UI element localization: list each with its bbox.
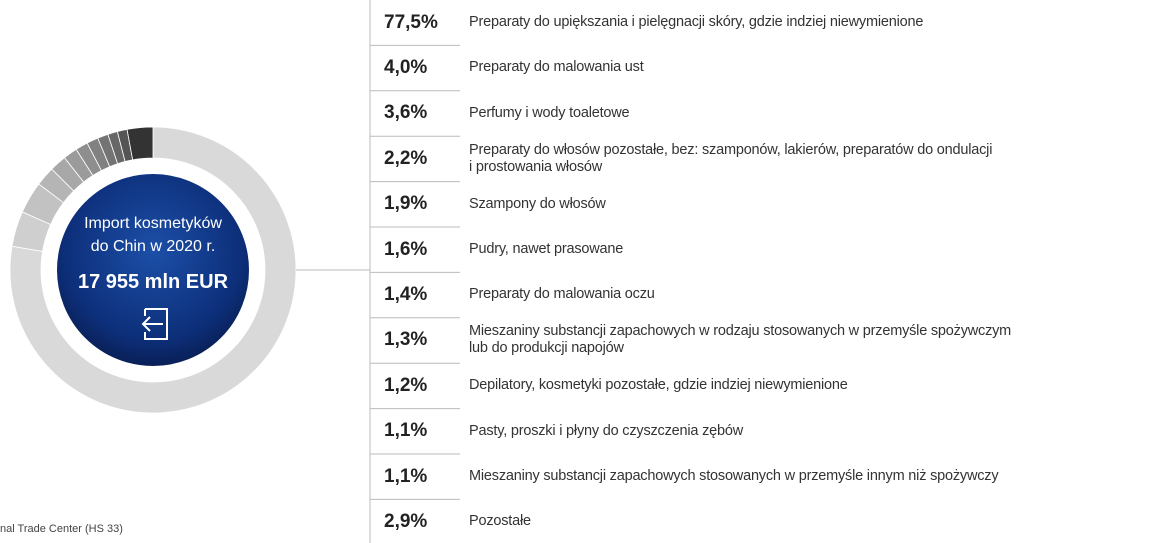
- category-label: Pasty, proszki i płyny do czyszczenia zę…: [469, 423, 743, 440]
- table-row: 77,5% Preparaty do upiększania i pielęgna…: [370, 0, 1149, 45]
- donut-segment: [9, 126, 297, 414]
- category-line: Pasty, proszki i płyny do czyszczenia zę…: [469, 422, 743, 439]
- value-label: 4,0%: [384, 56, 428, 78]
- table-row: 2,9% Pozostałe: [370, 499, 1149, 543]
- table-row: 1,3% Mieszaniny substancji zapachowych w …: [370, 318, 1149, 363]
- category-line: Preparaty do malowania oczu: [469, 286, 655, 303]
- category-label: Pozostałe: [469, 513, 531, 530]
- value-label: 1,1%: [384, 465, 428, 487]
- value-label: 1,9%: [384, 193, 428, 215]
- category-line: Preparaty do włosów pozostałe, bez: szam…: [469, 141, 993, 158]
- value-label: 1,6%: [384, 238, 428, 260]
- category-line: Mieszaniny substancji zapachowych stosow…: [469, 468, 999, 484]
- center-title: do Chin w 2020 r.: [91, 238, 216, 255]
- table-row: 1,1% Mieszaniny substancji zapachowych st…: [370, 454, 1149, 499]
- category-label: Preparaty do włosów pozostałe, bez: szam…: [469, 142, 992, 176]
- table-row: 1,4% Preparaty do malowania oczu: [370, 272, 1149, 317]
- category-label: Mieszaniny substancji zapachowych w rodz…: [469, 323, 1011, 357]
- value-label: 1,4%: [384, 283, 428, 305]
- category-label: Pudry, nawet prasowane: [469, 241, 623, 258]
- category-line: Pozostałe: [469, 513, 531, 530]
- category-label: Perfumy i wody toaletowe: [469, 104, 630, 122]
- category-line: Depilatory, kosmetyki pozostałe, gdzie i…: [469, 377, 848, 394]
- value-label: 77,5%: [384, 11, 438, 33]
- value-label: 2,9%: [384, 510, 428, 532]
- category-line: Perfumy i wody toaletowe: [469, 104, 630, 121]
- category-label: Preparaty do malowania oczu: [469, 286, 655, 303]
- table-row: 3,6% Perfumy i wody toaletowe: [370, 91, 1149, 136]
- category-line: Preparaty do upiększania i pielęgnacji s…: [469, 14, 924, 30]
- table-row: 1,9% Szampony do włosów: [370, 182, 1149, 227]
- category-line: i prostowania włosów: [469, 158, 603, 175]
- category-label: Preparaty do malowania ust: [469, 59, 644, 76]
- category-line: Preparaty do malowania ust: [469, 59, 644, 76]
- source: nal Trade Center (HS 33): [0, 523, 123, 535]
- import-icon: [141, 308, 168, 340]
- center-total: 17 955 mln EUR: [78, 271, 229, 293]
- value-label: 1,3%: [384, 329, 428, 351]
- category-label: Depilatory, kosmetyki pozostałe, gdzie i…: [469, 377, 848, 394]
- category-label: Preparaty do upiększania i pielęgnacji s…: [469, 14, 923, 31]
- center-title: Import kosmetyków: [84, 215, 222, 232]
- category-label: Szampony do włosów: [469, 196, 606, 213]
- donut: [9, 126, 297, 414]
- value-label: 1,2%: [384, 374, 428, 396]
- value-label: 2,2%: [384, 147, 428, 169]
- category-line: Mieszaniny substancji zapachowych w rodz…: [469, 323, 1012, 340]
- value-label: 3,6%: [384, 102, 428, 124]
- table-row: 2,2% Preparaty do włosów pozostałe, bez: …: [370, 136, 1149, 181]
- table-row: 1,6% Pudry, nawet prasowane: [370, 227, 1149, 272]
- category-label: Mieszaniny substancji zapachowych stosow…: [469, 468, 999, 485]
- category-line: lub do produkcji napojów: [469, 340, 624, 357]
- table-row: 4,0% Preparaty do malowania ust: [370, 45, 1149, 90]
- table-row: 1,1% Pasty, proszki i płyny do czyszczeni…: [370, 409, 1149, 454]
- category-line: Pudry, nawet prasowane: [469, 241, 624, 257]
- center-circle: [55, 172, 251, 368]
- value-label: 1,1%: [384, 420, 428, 442]
- category-line: Szampony do włosów: [469, 195, 606, 212]
- table-row: 1,2% Depilatory, kosmetyki pozostałe, gdz…: [370, 363, 1149, 408]
- donut-segment: [126, 126, 154, 161]
